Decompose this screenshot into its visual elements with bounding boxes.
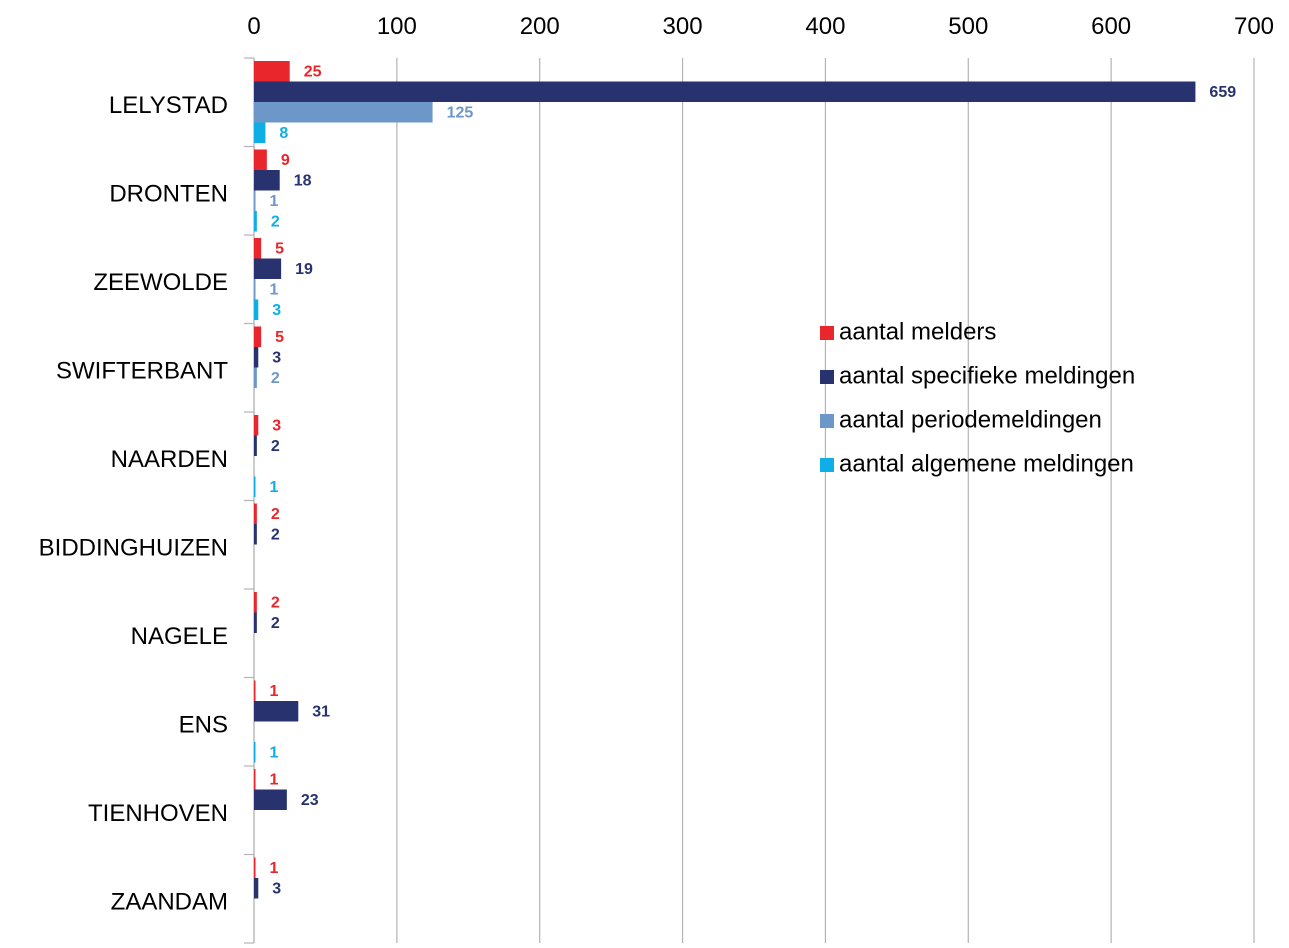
bar bbox=[254, 701, 299, 722]
data-label: 19 bbox=[295, 261, 313, 278]
data-label: 18 bbox=[294, 172, 312, 189]
category-label: ENS bbox=[179, 712, 228, 739]
legend-label: aantal melders bbox=[839, 318, 996, 345]
data-label: 1 bbox=[270, 683, 279, 700]
data-label: 1 bbox=[270, 860, 279, 877]
data-label: 3 bbox=[272, 417, 281, 434]
bar bbox=[254, 878, 259, 899]
bar bbox=[254, 435, 257, 456]
bar bbox=[254, 347, 259, 368]
legend-swatch bbox=[820, 458, 834, 472]
legend-swatch bbox=[820, 326, 834, 340]
x-axis-tick-labels: 0 100 200 300 400 500 600 700 bbox=[247, 13, 1274, 40]
bar bbox=[254, 122, 266, 143]
category-label: NAGELE bbox=[131, 623, 228, 650]
bar bbox=[254, 592, 257, 613]
data-label: 1 bbox=[270, 744, 279, 761]
x-tick-label: 400 bbox=[805, 13, 845, 40]
bar bbox=[254, 503, 257, 524]
data-label: 23 bbox=[301, 792, 319, 809]
data-label: 1 bbox=[270, 771, 279, 788]
data-label: 2 bbox=[271, 526, 280, 543]
data-label: 25 bbox=[304, 63, 322, 80]
data-label: 8 bbox=[279, 125, 288, 142]
bar bbox=[254, 61, 290, 82]
bar bbox=[254, 326, 262, 347]
data-label: 5 bbox=[275, 329, 284, 346]
data-label: 2 bbox=[271, 370, 280, 387]
bar bbox=[254, 742, 256, 763]
bar bbox=[254, 170, 280, 191]
bar bbox=[254, 524, 257, 545]
x-tick-label: 500 bbox=[948, 13, 988, 40]
legend: aantal melders aantal specifieke meldinge… bbox=[820, 318, 1135, 477]
bar bbox=[254, 415, 259, 436]
bar bbox=[254, 769, 256, 790]
data-label: 2 bbox=[271, 213, 280, 230]
data-label: 1 bbox=[270, 193, 279, 210]
x-tick-label: 100 bbox=[377, 13, 417, 40]
bar bbox=[254, 680, 256, 701]
data-label: 659 bbox=[1209, 84, 1236, 101]
category-label: ZAANDAM bbox=[111, 889, 228, 916]
data-label: 5 bbox=[275, 240, 284, 257]
legend-label: aantal periodemeldingen bbox=[839, 406, 1102, 433]
bar bbox=[254, 149, 267, 170]
category-label: SWIFTERBANT bbox=[56, 358, 228, 385]
data-label: 2 bbox=[271, 594, 280, 611]
bar bbox=[254, 102, 433, 123]
legend-label: aantal algemene meldingen bbox=[839, 450, 1134, 477]
bar bbox=[254, 476, 256, 497]
x-tick-label: 600 bbox=[1091, 13, 1131, 40]
category-label: NAARDEN bbox=[111, 446, 228, 473]
legend-label: aantal specifieke meldingen bbox=[839, 362, 1135, 389]
legend-swatch bbox=[820, 370, 834, 384]
x-tick-label: 0 bbox=[247, 13, 260, 40]
bar bbox=[254, 190, 256, 211]
data-label: 2 bbox=[271, 506, 280, 523]
data-label: 3 bbox=[272, 349, 281, 366]
data-label: 2 bbox=[271, 438, 280, 455]
bar bbox=[254, 211, 257, 232]
category-label: TIENHOVEN bbox=[88, 800, 228, 827]
bar bbox=[254, 238, 262, 259]
data-label: 3 bbox=[272, 880, 281, 897]
data-label: 31 bbox=[312, 703, 330, 720]
data-label: 1 bbox=[270, 479, 279, 496]
bar bbox=[254, 789, 287, 810]
gridlines bbox=[244, 57, 1255, 944]
bar bbox=[254, 279, 256, 300]
data-label: 9 bbox=[281, 152, 290, 169]
bar bbox=[254, 81, 1196, 102]
x-tick-label: 700 bbox=[1234, 13, 1274, 40]
category-label: BIDDINGHUIZEN bbox=[39, 535, 228, 562]
x-tick-label: 300 bbox=[663, 13, 703, 40]
category-label: DRONTEN bbox=[109, 181, 228, 208]
x-tick-label: 200 bbox=[520, 13, 560, 40]
legend-swatch bbox=[820, 414, 834, 428]
category-labels: LELYSTAD DRONTEN ZEEWOLDE SWIFTERBANT NAARDE… bbox=[39, 92, 229, 916]
data-label: 2 bbox=[271, 615, 280, 632]
category-label: LELYSTAD bbox=[109, 92, 228, 119]
category-label: ZEEWOLDE bbox=[93, 269, 228, 296]
bar bbox=[254, 299, 259, 320]
bar bbox=[254, 857, 256, 878]
bars bbox=[254, 61, 1196, 899]
data-label: 1 bbox=[270, 281, 279, 298]
bar bbox=[254, 258, 282, 279]
bar bbox=[254, 367, 257, 388]
data-label: 125 bbox=[447, 104, 474, 121]
data-label: 3 bbox=[272, 302, 281, 319]
bar bbox=[254, 612, 257, 633]
